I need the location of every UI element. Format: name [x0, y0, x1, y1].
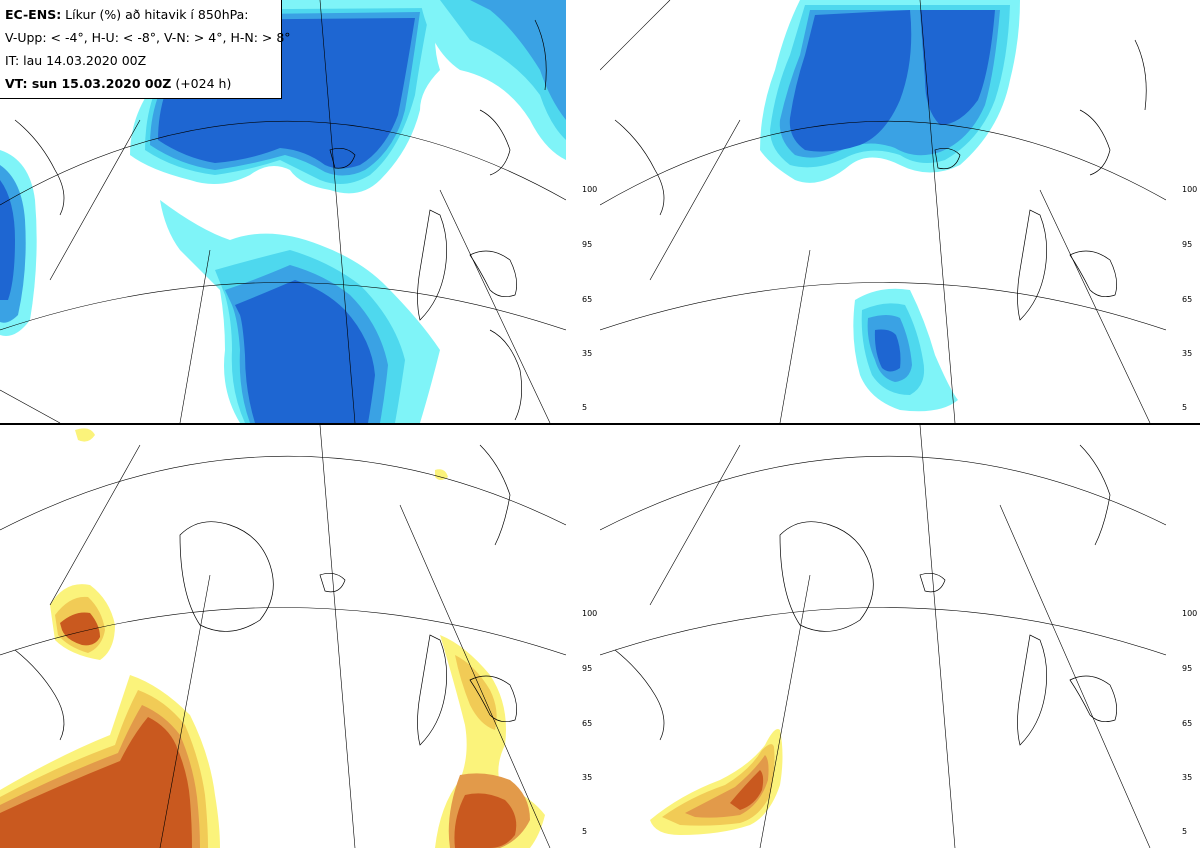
map-panel-upper-left: [0, 0, 566, 423]
probability-field: [760, 0, 1020, 412]
legend-line: V-Upp: < -4°, H-U: < -8°, V-N: > 4°, H-N…: [5, 30, 291, 45]
map-panel-lower-right: [600, 425, 1166, 848]
tick-65: 65: [582, 295, 593, 304]
title-text: Líkur (%) að hitavik í 850hPa:: [61, 7, 249, 22]
tick-65: 65: [582, 719, 593, 728]
tick-65: 65: [1182, 719, 1193, 728]
tick-100: 100: [582, 609, 598, 618]
title-line: EC-ENS: Líkur (%) að hitavik í 850hPa:: [5, 6, 281, 29]
tick-5: 5: [582, 827, 588, 836]
probability-map-cold-moderate: [0, 0, 566, 423]
tick-5: 5: [1182, 403, 1188, 412]
tick-95: 95: [582, 664, 593, 673]
coastlines: [614, 39, 1147, 321]
graticule: [0, 425, 566, 848]
map-panel-upper-right: [600, 0, 1166, 423]
forecast-info-box: EC-ENS: Líkur (%) að hitavik í 850hPa: V…: [0, 0, 291, 99]
lead-time: (+024 h): [171, 76, 232, 91]
probability-map-warm-moderate: [0, 425, 566, 848]
tick-95: 95: [1182, 664, 1193, 673]
tick-35: 35: [582, 349, 593, 358]
valid-time-line: VT: sun 15.03.2020 00Z (+024 h): [5, 75, 281, 98]
tick-35: 35: [582, 773, 593, 782]
valid-time: VT: sun 15.03.2020 00Z: [5, 76, 172, 91]
coastlines: [14, 444, 517, 746]
tick-100: 100: [1182, 609, 1198, 618]
panel-divider: [0, 423, 1200, 425]
tick-5: 5: [1182, 827, 1188, 836]
model-name: EC-ENS:: [5, 7, 62, 22]
probability-field: [650, 729, 783, 835]
probability-map-warm-strong: [600, 425, 1166, 848]
tick-5: 5: [582, 403, 588, 412]
tick-100: 100: [582, 185, 598, 194]
coastlines: [14, 19, 547, 421]
tick-100: 100: [1182, 185, 1198, 194]
tick-35: 35: [1182, 773, 1193, 782]
initial-time: IT: lau 14.03.2020 00Z: [5, 53, 147, 68]
probability-field: [0, 428, 545, 848]
tick-65: 65: [1182, 295, 1193, 304]
tick-35: 35: [1182, 349, 1193, 358]
tick-95: 95: [1182, 240, 1193, 249]
graticule: [600, 425, 1166, 848]
probability-field: [0, 0, 566, 423]
tick-95: 95: [582, 240, 593, 249]
coastlines: [614, 444, 1117, 746]
map-panel-lower-left: [0, 425, 566, 848]
graticule: [600, 0, 1166, 423]
probability-map-cold-strong: [600, 0, 1166, 423]
